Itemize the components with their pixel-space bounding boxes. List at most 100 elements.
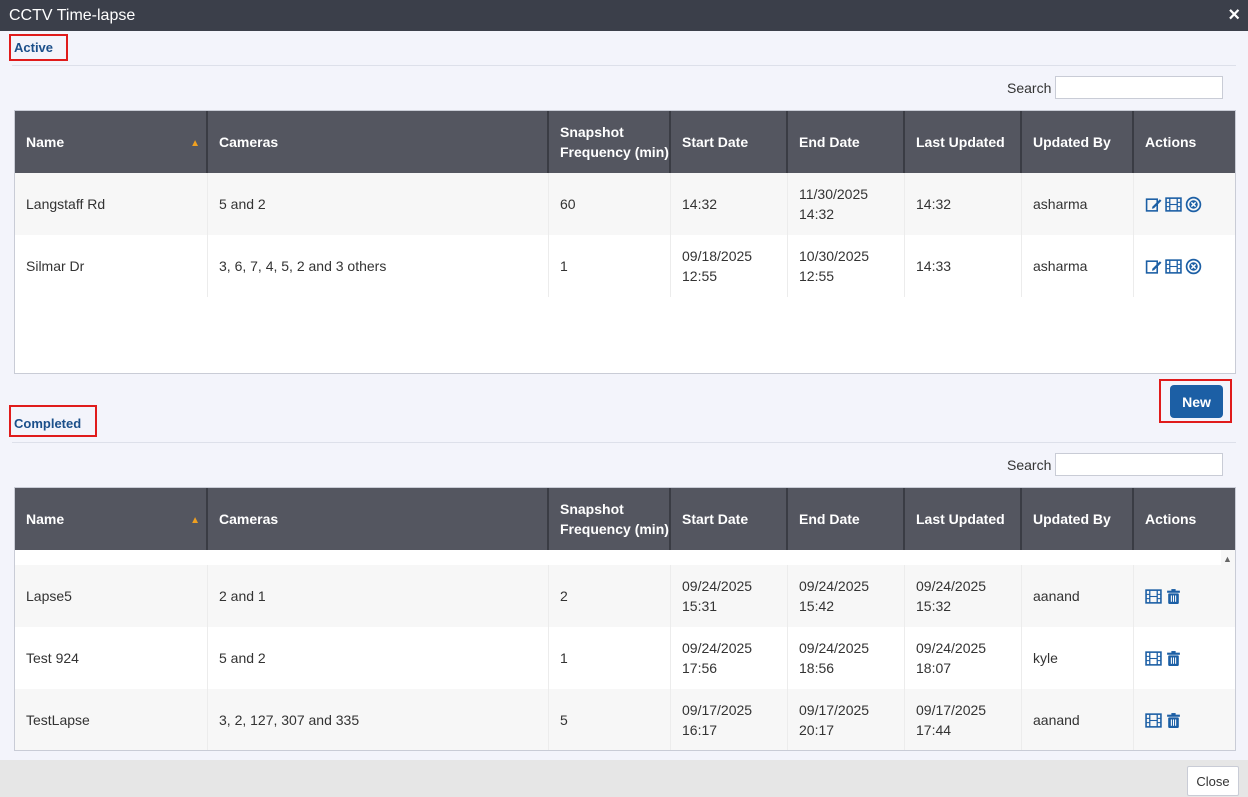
close-button[interactable]: Close <box>1187 766 1239 796</box>
column-header-cameras[interactable]: Cameras <box>208 111 549 173</box>
column-header-last-updated[interactable]: Last Updated <box>905 111 1022 173</box>
cell-updated-by: asharma <box>1022 173 1134 235</box>
cell-text: 11/30/2025 14:32 <box>799 186 869 222</box>
cell-text: Lapse5 <box>26 588 72 604</box>
cell-cameras: 2 and 1 <box>208 565 549 627</box>
table-row[interactable]: Lapse5 2 and 1 2 09/24/2025 15:31 09/24/2025… <box>15 565 1235 627</box>
cell-updated-by: asharma <box>1022 235 1134 297</box>
cell-end: 09/24/2025 18:56 <box>788 627 905 689</box>
cell-text: 09/17/2025 20:17 <box>799 702 870 738</box>
window-titlebar: CCTV Time-lapse × <box>0 0 1248 31</box>
edit-icon[interactable] <box>1145 196 1162 213</box>
column-header-label: Start Date <box>682 134 749 150</box>
column-header-label: End Date <box>799 511 860 527</box>
film-icon[interactable] <box>1145 588 1162 605</box>
column-header-name[interactable]: Name ▲ <box>15 488 208 550</box>
cell-text: 09/24/2025 18:56 <box>799 640 870 676</box>
trash-icon[interactable] <box>1165 588 1182 605</box>
column-header-label: Updated By <box>1033 134 1111 150</box>
cell-text: aanand <box>1033 712 1080 728</box>
film-icon[interactable] <box>1145 712 1162 729</box>
column-header-updated-by[interactable]: Updated By <box>1022 488 1134 550</box>
cell-text: 5 and 2 <box>219 650 266 666</box>
column-header-label: Cameras <box>219 511 279 527</box>
column-header-start[interactable]: Start Date <box>671 488 788 550</box>
column-header-cameras[interactable]: Cameras <box>208 488 549 550</box>
edit-icon[interactable] <box>1145 258 1162 275</box>
trash-icon[interactable] <box>1165 650 1182 667</box>
cell-end: 09/24/2025 15:42 <box>788 565 905 627</box>
cell-text: 3, 6, 7, 4, 5, 2 and 3 others <box>219 258 387 274</box>
cell-text: 2 and 1 <box>219 588 266 604</box>
window-title: CCTV Time-lapse <box>9 7 136 24</box>
cell-name: Lapse5 <box>15 565 208 627</box>
cell-frequency: 1 <box>549 235 671 297</box>
divider <box>12 442 1236 443</box>
cell-text: asharma <box>1033 196 1088 212</box>
column-header-frequency[interactable]: Snapshot Frequency (min) <box>549 488 671 550</box>
sort-ascending-icon[interactable]: ▲ <box>190 138 200 149</box>
table-row[interactable]: Silmar Dr 3, 6, 7, 4, 5, 2 and 3 others 1 0… <box>15 235 1235 297</box>
cell-text: 1 <box>560 258 568 274</box>
cell-end: 09/17/2025 20:17 <box>788 689 905 750</box>
cell-last-updated: 14:33 <box>905 235 1022 297</box>
cell-end: 10/30/2025 12:55 <box>788 235 905 297</box>
active-heading[interactable]: Active <box>9 34 68 61</box>
column-header-end[interactable]: End Date <box>788 111 905 173</box>
cell-text: asharma <box>1033 258 1088 274</box>
column-header-actions[interactable]: Actions <box>1134 488 1221 550</box>
column-header-label: Cameras <box>219 134 279 150</box>
active-grid: Name ▲ Cameras Snapshot Frequency (min) Star… <box>14 110 1236 374</box>
cell-start: 14:32 <box>671 173 788 235</box>
table-row[interactable]: Test 924 5 and 2 1 09/24/2025 17:56 09/24/20… <box>15 627 1235 689</box>
column-header-label: Last Updated <box>916 511 1005 527</box>
cell-text: 09/24/2025 15:32 <box>916 578 987 614</box>
column-header-frequency[interactable]: Snapshot Frequency (min) <box>549 111 671 173</box>
column-header-start[interactable]: Start Date <box>671 111 788 173</box>
column-header-end[interactable]: End Date <box>788 488 905 550</box>
grid-header: Name ▲ Cameras Snapshot Frequency (min) Star… <box>15 111 1235 173</box>
scroll-up-icon[interactable]: ▲ <box>1223 554 1232 564</box>
cell-text: 3, 2, 127, 307 and 335 <box>219 712 360 728</box>
cell-cameras: 5 and 2 <box>208 173 549 235</box>
table-row[interactable]: TestLapse 3, 2, 127, 307 and 335 5 09/17/20… <box>15 689 1235 750</box>
new-button-frame: New <box>1159 379 1232 423</box>
cell-last-updated: 09/24/2025 18:07 <box>905 627 1022 689</box>
cell-text: Silmar Dr <box>26 258 85 274</box>
completed-heading[interactable]: Completed <box>9 405 97 437</box>
film-icon[interactable] <box>1165 258 1182 275</box>
trash-icon[interactable] <box>1165 712 1182 729</box>
table-row[interactable]: Langstaff Rd 5 and 2 60 14:32 11/30/2025 14:… <box>15 173 1235 235</box>
cell-name: Langstaff Rd <box>15 173 208 235</box>
active-search-input[interactable] <box>1055 76 1223 99</box>
film-icon[interactable] <box>1145 650 1162 667</box>
column-header-label: Snapshot Frequency (min) <box>560 501 669 537</box>
cell-name: TestLapse <box>15 689 208 750</box>
column-header-label: Snapshot Frequency (min) <box>560 124 669 160</box>
cell-text: 09/17/2025 17:44 <box>916 702 987 738</box>
column-header-updated-by[interactable]: Updated By <box>1022 111 1134 173</box>
cell-text: 09/17/2025 16:17 <box>682 702 753 738</box>
column-header-label: Name <box>26 134 65 150</box>
cell-name: Test 924 <box>15 627 208 689</box>
stop-icon[interactable] <box>1185 258 1202 275</box>
film-icon[interactable] <box>1165 196 1182 213</box>
column-header-name[interactable]: Name ▲ <box>15 111 208 173</box>
cell-updated-by: aanand <box>1022 689 1134 750</box>
cell-frequency: 60 <box>549 173 671 235</box>
new-button[interactable]: New <box>1170 385 1223 418</box>
stop-icon[interactable] <box>1185 196 1202 213</box>
column-header-label: End Date <box>799 134 860 150</box>
column-header-label: Actions <box>1145 511 1197 527</box>
cell-text: 09/24/2025 15:42 <box>799 578 870 614</box>
cell-last-updated: 09/17/2025 17:44 <box>905 689 1022 750</box>
search-label: Search <box>1007 80 1052 96</box>
cell-text: TestLapse <box>26 712 90 728</box>
sort-ascending-icon[interactable]: ▲ <box>190 515 200 526</box>
close-icon[interactable]: × <box>1228 4 1240 26</box>
completed-search-input[interactable] <box>1055 453 1223 476</box>
column-header-last-updated[interactable]: Last Updated <box>905 488 1022 550</box>
cell-text: 2 <box>560 588 568 604</box>
cell-actions <box>1134 235 1235 297</box>
column-header-actions[interactable]: Actions <box>1134 111 1235 173</box>
